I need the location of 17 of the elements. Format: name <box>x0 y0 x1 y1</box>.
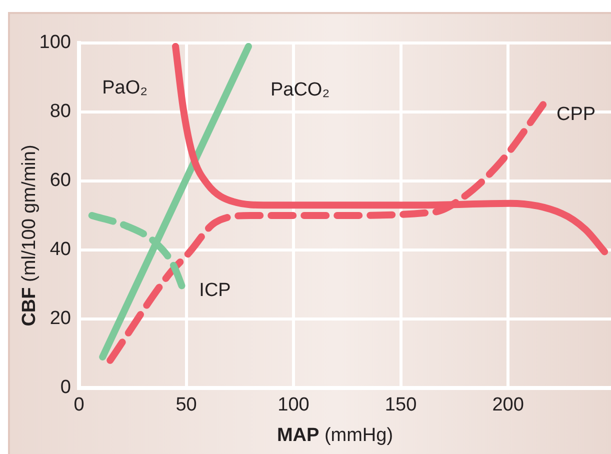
y-tick-label: 80 <box>50 101 71 122</box>
x-axis-title: MAP (mmHg) <box>276 425 394 446</box>
y-tick-label: 40 <box>50 239 71 260</box>
y-tick-label: 0 <box>60 377 71 398</box>
x-tick-label: 100 <box>278 394 310 416</box>
series-label: PaO₂ <box>102 78 148 99</box>
x-tick-label: 200 <box>492 394 524 416</box>
series-label: PaCO₂ <box>270 80 330 101</box>
series-label: CPP <box>556 104 596 125</box>
y-tick-label: 20 <box>50 308 71 330</box>
y-tick-label: 100 <box>39 32 71 54</box>
y-axis-title: CBF (ml/100 gm/min) <box>19 144 40 326</box>
x-tick-label: 150 <box>384 394 417 416</box>
x-tick-label: 50 <box>176 394 197 416</box>
series-label: ICP <box>199 280 231 302</box>
x-tick-label: 0 <box>74 394 84 416</box>
y-tick-label: 60 <box>50 170 71 192</box>
